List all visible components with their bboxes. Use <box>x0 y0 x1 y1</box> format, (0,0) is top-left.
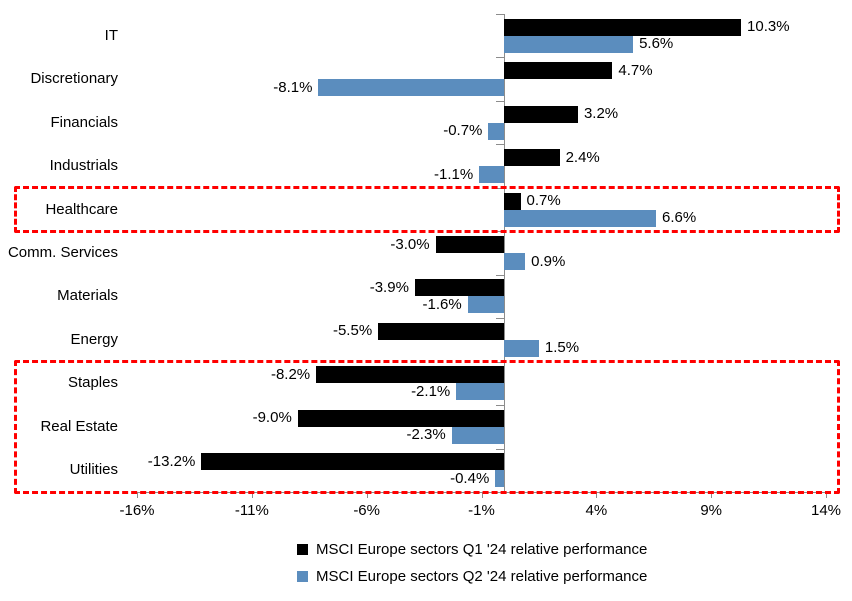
category-label: Real Estate <box>40 417 118 435</box>
bar-q2 <box>479 166 505 184</box>
category-label: Industrials <box>49 157 118 175</box>
category-label: Discretionary <box>30 70 118 88</box>
bar-q1 <box>201 453 505 471</box>
value-label: -1.6% <box>422 295 462 313</box>
value-label: -1.1% <box>434 165 474 183</box>
value-label: 10.3% <box>747 18 790 36</box>
category-label: Materials <box>57 287 118 305</box>
value-label: 3.2% <box>583 105 619 123</box>
value-label: -2.1% <box>411 382 451 400</box>
x-axis-tick <box>826 492 827 498</box>
value-label: -3.0% <box>390 235 430 253</box>
x-axis-tick-label: -16% <box>119 502 155 519</box>
x-axis-tick <box>481 492 483 498</box>
x-axis-tick <box>251 492 253 498</box>
bar-q2 <box>318 79 505 97</box>
y-axis-tick <box>496 144 505 146</box>
y-axis-tick <box>496 405 505 407</box>
value-label: -8.2% <box>270 365 311 383</box>
bar-q2 <box>504 35 634 53</box>
x-axis-tick-label: 4% <box>585 502 608 519</box>
bar-q2 <box>495 470 505 488</box>
category-label: IT <box>104 26 118 44</box>
y-axis-tick <box>496 274 505 276</box>
bar-q1 <box>316 366 505 384</box>
x-axis-tick <box>596 492 598 498</box>
bar-q1 <box>378 322 505 340</box>
category-label: Financials <box>50 113 118 131</box>
legend-label: MSCI Europe sectors Q2 '24 relative perf… <box>316 568 648 585</box>
category-label: Healthcare <box>45 200 118 218</box>
value-label: 1.5% <box>544 339 580 357</box>
category-label: Comm. Services <box>7 244 118 261</box>
value-label: 5.6% <box>639 35 674 53</box>
x-axis-tick-label: -1% <box>468 502 495 519</box>
bar-q2 <box>451 426 505 444</box>
bar-q1 <box>504 18 741 36</box>
value-label: -8.1% <box>273 78 313 96</box>
y-axis-tick <box>496 14 505 15</box>
legend-marker-q1 <box>297 544 308 555</box>
x-axis-tick-label: -11% <box>234 502 269 519</box>
value-label: -9.0% <box>252 409 292 427</box>
bar-q2 <box>504 209 657 227</box>
highlight-box-staples-realestate-utilities-box <box>14 359 840 494</box>
value-label: 2.4% <box>565 148 600 166</box>
value-label: -0.7% <box>443 122 483 140</box>
bar-q1 <box>504 149 560 167</box>
bar-q2 <box>504 253 526 270</box>
value-label: -0.4% <box>450 469 490 487</box>
x-axis-tick <box>137 492 138 498</box>
y-axis-tick <box>496 100 505 102</box>
bar-q1 <box>435 236 505 253</box>
bar-q1 <box>297 409 505 427</box>
x-axis-tick <box>366 492 368 498</box>
bar-q1 <box>504 105 578 123</box>
bar-q1 <box>504 192 521 210</box>
bar-q1 <box>414 279 505 297</box>
bar-q2 <box>488 122 505 140</box>
x-axis-tick-label: -6% <box>353 502 380 519</box>
legend-item: MSCI Europe sectors Q2 '24 relative perf… <box>297 563 647 590</box>
value-label: 0.7% <box>526 192 561 210</box>
bar-q2 <box>456 383 505 401</box>
value-label: -13.2% <box>147 452 196 470</box>
bar-q2 <box>504 339 539 357</box>
bar-q2 <box>467 296 505 314</box>
category-label: Staples <box>67 374 118 392</box>
x-axis-tick-label: 9% <box>700 502 722 519</box>
highlight-box-healthcare-box <box>14 185 840 234</box>
bar-q1 <box>504 62 613 80</box>
value-label: 6.6% <box>662 209 697 227</box>
legend-item: MSCI Europe sectors Q1 '24 relative perf… <box>297 536 647 563</box>
x-axis-tick-label: 14% <box>810 502 842 519</box>
value-label: 0.9% <box>531 252 566 270</box>
legend-marker-q2 <box>297 571 308 582</box>
value-label: -3.9% <box>369 278 409 296</box>
x-axis-tick <box>711 492 713 498</box>
value-label: 4.7% <box>618 61 653 79</box>
value-label: -2.3% <box>406 426 446 444</box>
legend: MSCI Europe sectors Q1 '24 relative perf… <box>297 536 647 590</box>
category-label: Energy <box>70 330 118 348</box>
y-axis-tick <box>496 448 505 450</box>
y-axis-tick <box>496 318 505 320</box>
y-axis-tick <box>496 57 505 59</box>
legend-label: MSCI Europe sectors Q1 '24 relative perf… <box>316 541 648 558</box>
value-label: -5.5% <box>332 322 373 340</box>
category-label: Utilities <box>69 461 118 479</box>
